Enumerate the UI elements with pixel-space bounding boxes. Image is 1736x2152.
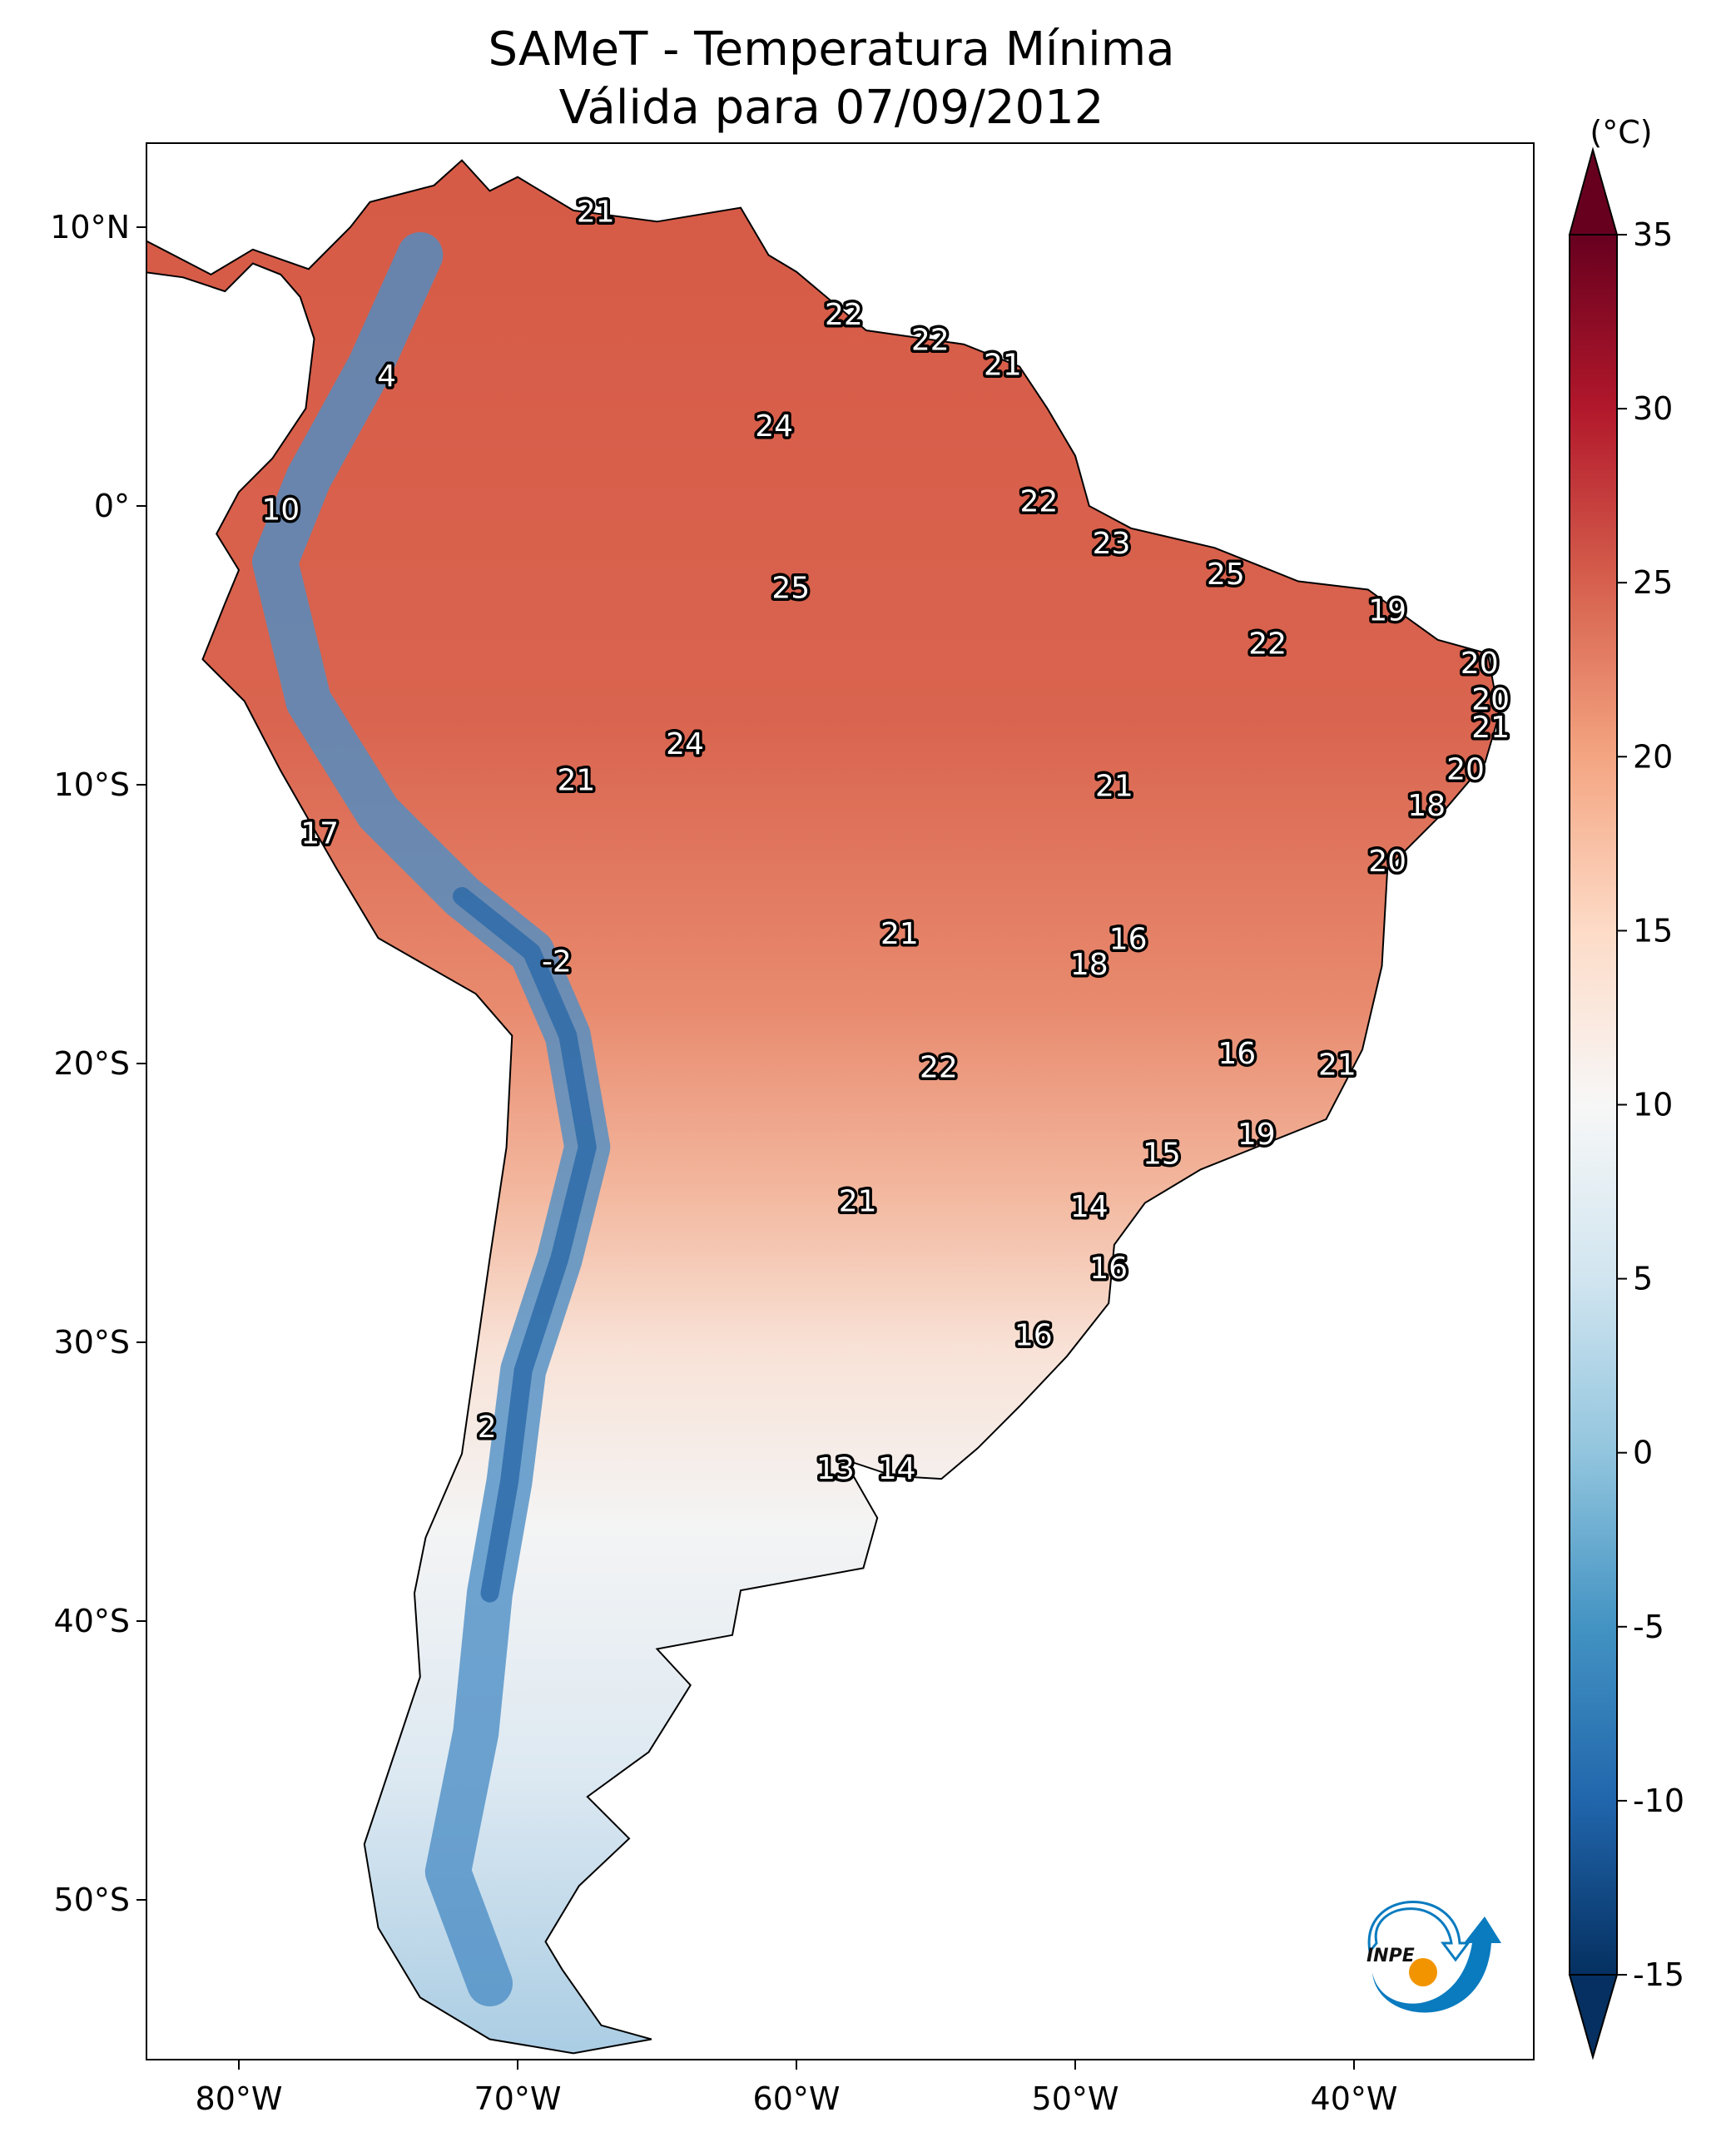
y-axis-ticks: 10°N 0° 10°S 20°S 30°S 40°S 50°S <box>50 209 146 1918</box>
station-label: 18 <box>1407 789 1446 823</box>
station-label: 22 <box>911 323 950 357</box>
station-label: 21 <box>1095 769 1133 803</box>
station-label: 18 <box>1070 948 1109 982</box>
x-tick-label: 40°W <box>1311 2080 1398 2117</box>
y-tick-label: 10°S <box>54 766 130 803</box>
x-tick-label: 60°W <box>753 2080 841 2117</box>
colorbar-bar <box>1569 234 1618 1976</box>
colorbar-tick-label: 10 <box>1633 1087 1673 1123</box>
colorbar-tick-label: 5 <box>1633 1261 1653 1297</box>
station-label: 21 <box>984 349 1022 383</box>
station-label: 2 <box>478 1411 497 1445</box>
colorbar: (°C) 35 30 25 20 15 10 5 0 -5 -10 -15 <box>1568 114 1684 2060</box>
station-label: 24 <box>666 727 704 761</box>
station-label: 20 <box>1368 845 1406 879</box>
station-label: 16 <box>1089 1252 1128 1286</box>
station-label: 25 <box>1207 558 1245 592</box>
title-line-1: SAMeT - Temperatura Mínima <box>488 22 1174 77</box>
station-label: 25 <box>771 572 810 606</box>
x-tick-label: 70°W <box>474 2080 562 2117</box>
colorbar-tick-label: 25 <box>1633 564 1673 601</box>
station-label: 21 <box>839 1185 877 1219</box>
station-label: 21 <box>577 195 615 229</box>
x-tick-label: 80°W <box>196 2080 283 2117</box>
station-label: 22 <box>920 1051 958 1085</box>
station-label: 20 <box>1461 647 1499 681</box>
station-label: 21 <box>557 764 595 798</box>
station-label: 16 <box>1109 923 1148 957</box>
station-label: 21 <box>880 917 919 951</box>
colorbar-tick-label: 30 <box>1633 390 1673 427</box>
colorbar-unit: (°C) <box>1590 114 1652 151</box>
station-label: 20 <box>1471 683 1510 717</box>
station-label: 22 <box>1020 485 1059 519</box>
x-axis-ticks: 80°W 70°W 60°W 50°W 40°W <box>196 2060 1398 2117</box>
inpe-sun-icon <box>1409 1958 1437 1986</box>
colorbar-tick-label: 35 <box>1633 216 1673 253</box>
y-tick-label: 10°N <box>50 209 130 245</box>
colorbar-tick-label: -5 <box>1633 1609 1664 1645</box>
station-label: 21 <box>1471 711 1510 745</box>
station-label: 19 <box>1368 593 1406 627</box>
station-label: 15 <box>1143 1138 1181 1172</box>
station-label: 17 <box>300 816 339 850</box>
station-label: 13 <box>816 1452 855 1486</box>
station-label: 21 <box>1318 1048 1357 1082</box>
station-label: 4 <box>377 359 396 394</box>
colorbar-tick-label: -15 <box>1633 1956 1684 1993</box>
y-tick-label: 30°S <box>54 1324 130 1361</box>
station-label: 23 <box>1093 527 1131 561</box>
station-label: 20 <box>1446 752 1485 786</box>
y-tick-label: 40°S <box>54 1603 130 1639</box>
colorbar-max-extend <box>1568 146 1619 236</box>
map-frame <box>146 142 1535 2060</box>
colorbar-tick-label: -10 <box>1633 1783 1684 1819</box>
station-label: -2 <box>542 945 572 979</box>
colorbar-tick-label: 20 <box>1633 738 1673 775</box>
logo-text: INPE <box>1366 1946 1415 1966</box>
station-label: 10 <box>261 493 300 528</box>
y-tick-label: 20°S <box>54 1045 130 1082</box>
y-tick-label: 0° <box>94 488 130 524</box>
colorbar-tick-label: 0 <box>1633 1435 1653 1471</box>
station-label: 14 <box>878 1452 916 1486</box>
inpe-logo: INPE <box>1366 1900 1501 2013</box>
colorbar-min-extend <box>1568 1974 1619 2060</box>
andes-cold-core <box>453 887 597 1603</box>
x-tick-label: 50°W <box>1032 2080 1119 2117</box>
colorbar-tick-label: 15 <box>1633 912 1673 949</box>
station-label: 14 <box>1070 1190 1109 1224</box>
station-label: 19 <box>1238 1118 1276 1152</box>
station-label: 16 <box>1218 1037 1256 1071</box>
station-label: 22 <box>825 298 863 332</box>
inpe-arrow-icon <box>1372 1916 1501 2013</box>
station-label: 16 <box>1014 1318 1053 1352</box>
station-label: 22 <box>1248 627 1287 662</box>
title-line-2: Válida para 07/09/2012 <box>559 81 1104 135</box>
y-tick-label: 50°S <box>54 1882 130 1918</box>
station-label: 24 <box>755 409 793 444</box>
